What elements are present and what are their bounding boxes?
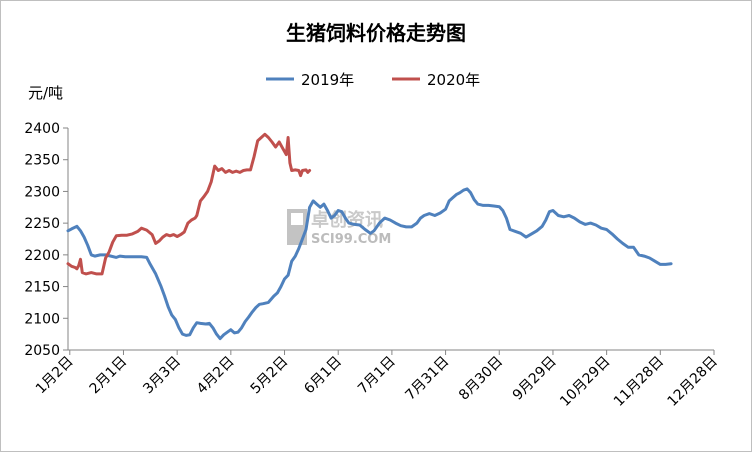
y-tick-label: 2300 [24,184,60,200]
y-tick-label: 2200 [24,248,60,264]
x-tick-label: 7月1日 [355,354,399,398]
watermark-text: SCI99.COM [311,232,391,247]
y-axis-unit-label: 元/吨 [28,84,63,102]
watermark-logo-inner [291,213,303,225]
series-line-2020年 [66,132,312,276]
x-tick-label: 3月3日 [140,354,184,398]
x-tick-label: 7月31日 [402,354,452,404]
series-lines [66,132,673,341]
y-tick-label: 2150 [24,280,60,296]
y-tick-label: 2250 [24,216,60,232]
x-tick-label: 5月2日 [248,354,292,398]
series-line-2019年 [66,187,673,341]
y-tick-label: 2050 [24,343,60,359]
x-tick-label: 1月2日 [33,354,77,398]
legend: 2019年 2020年 [266,71,480,89]
y-tick-label: 2400 [24,121,60,137]
y-tick-label: 2350 [24,153,60,169]
x-tick-label: 8月30日 [456,354,506,404]
x-tick-label: 9月29日 [510,354,560,404]
x-tick-label: 4月2日 [194,354,238,398]
legend-label-2019: 2019年 [301,71,354,89]
x-axis: 1月2日 2月1日 3月3日 4月2日 5月2日 6月1日 7月1日 7月31日 8月30日 9月… [33,349,721,410]
x-tick-label: 12月28日 [665,354,721,410]
y-axis: 2050 2100 2150 2200 2250 2300 2350 2400 [24,121,69,359]
chart-title: 生猪饲料价格走势图 [286,21,466,45]
y-tick-label: 2100 [24,311,60,327]
x-tick-label: 10月29日 [557,354,613,410]
legend-label-2020: 2020年 [427,71,480,89]
x-tick-label: 2月1日 [87,354,131,398]
x-tick-label: 11月28日 [611,354,667,410]
x-tick-label: 6月1日 [301,354,345,398]
